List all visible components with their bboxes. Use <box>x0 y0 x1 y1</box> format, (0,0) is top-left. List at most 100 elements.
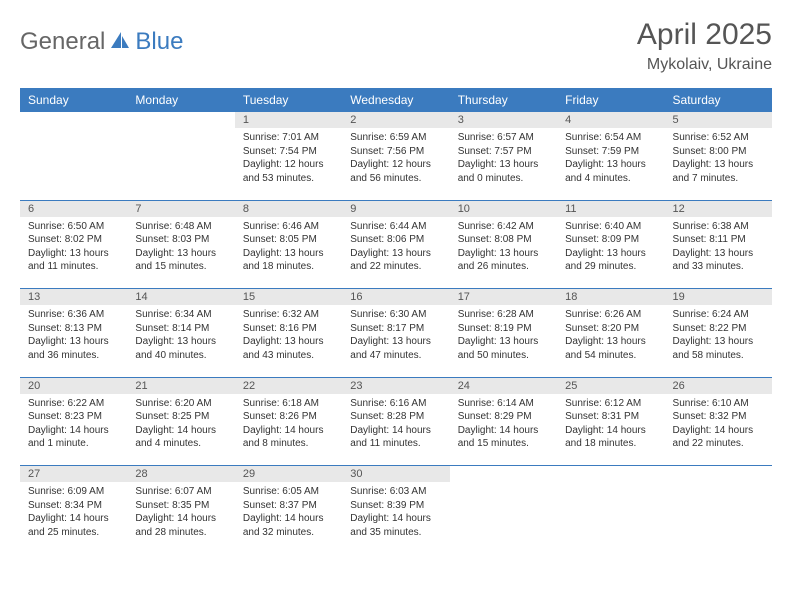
day-content-cell: Sunrise: 6:09 AMSunset: 8:34 PMDaylight:… <box>20 482 127 554</box>
sunrise-line: Sunrise: 6:42 AM <box>458 220 549 234</box>
sunset-line: Sunset: 8:14 PM <box>135 322 226 336</box>
sunrise-line: Sunrise: 6:38 AM <box>673 220 764 234</box>
day-content-cell: Sunrise: 6:30 AMSunset: 8:17 PMDaylight:… <box>342 305 449 377</box>
sunset-line: Sunset: 8:11 PM <box>673 233 764 247</box>
day-content-cell: Sunrise: 6:16 AMSunset: 8:28 PMDaylight:… <box>342 394 449 466</box>
sunset-line: Sunset: 8:29 PM <box>458 410 549 424</box>
sunrise-line: Sunrise: 6:48 AM <box>135 220 226 234</box>
sunrise-line: Sunrise: 6:32 AM <box>243 308 334 322</box>
daylight-line: Daylight: 14 hours and 11 minutes. <box>350 424 441 451</box>
day-number-row: 12345 <box>20 112 772 129</box>
sunset-line: Sunset: 8:39 PM <box>350 499 441 513</box>
day-number-cell: 6 <box>20 200 127 217</box>
sunrise-line: Sunrise: 6:28 AM <box>458 308 549 322</box>
sunset-line: Sunset: 8:09 PM <box>565 233 656 247</box>
day-number-cell: 28 <box>127 466 234 483</box>
day-content-row: Sunrise: 7:01 AMSunset: 7:54 PMDaylight:… <box>20 128 772 200</box>
sunset-line: Sunset: 8:37 PM <box>243 499 334 513</box>
day-content-cell <box>127 128 234 200</box>
day-number-cell <box>20 112 127 129</box>
day-content-cell: Sunrise: 6:54 AMSunset: 7:59 PMDaylight:… <box>557 128 664 200</box>
daylight-line: Daylight: 13 hours and 4 minutes. <box>565 158 656 185</box>
sunset-line: Sunset: 8:08 PM <box>458 233 549 247</box>
day-header: Sunday <box>20 89 127 112</box>
day-content-cell: Sunrise: 6:34 AMSunset: 8:14 PMDaylight:… <box>127 305 234 377</box>
day-content-row: Sunrise: 6:36 AMSunset: 8:13 PMDaylight:… <box>20 305 772 377</box>
day-content-cell: Sunrise: 6:28 AMSunset: 8:19 PMDaylight:… <box>450 305 557 377</box>
sunrise-line: Sunrise: 6:18 AM <box>243 397 334 411</box>
day-number-cell: 21 <box>127 377 234 394</box>
sunrise-line: Sunrise: 6:22 AM <box>28 397 119 411</box>
daylight-line: Daylight: 13 hours and 0 minutes. <box>458 158 549 185</box>
day-content-row: Sunrise: 6:50 AMSunset: 8:02 PMDaylight:… <box>20 217 772 289</box>
sunrise-line: Sunrise: 6:09 AM <box>28 485 119 499</box>
sunset-line: Sunset: 7:59 PM <box>565 145 656 159</box>
daylight-line: Daylight: 14 hours and 15 minutes. <box>458 424 549 451</box>
day-number-cell: 22 <box>235 377 342 394</box>
daylight-line: Daylight: 13 hours and 58 minutes. <box>673 335 764 362</box>
day-number-cell: 24 <box>450 377 557 394</box>
day-number-cell: 27 <box>20 466 127 483</box>
day-header: Tuesday <box>235 89 342 112</box>
sunrise-line: Sunrise: 6:07 AM <box>135 485 226 499</box>
day-content-cell: Sunrise: 6:10 AMSunset: 8:32 PMDaylight:… <box>665 394 772 466</box>
day-number-cell: 23 <box>342 377 449 394</box>
day-content-cell: Sunrise: 6:32 AMSunset: 8:16 PMDaylight:… <box>235 305 342 377</box>
logo: General Blue <box>20 18 183 56</box>
day-number-cell <box>557 466 664 483</box>
sunset-line: Sunset: 8:23 PM <box>28 410 119 424</box>
day-number-cell: 29 <box>235 466 342 483</box>
sunset-line: Sunset: 8:28 PM <box>350 410 441 424</box>
sunset-line: Sunset: 8:22 PM <box>673 322 764 336</box>
day-content-cell: Sunrise: 6:36 AMSunset: 8:13 PMDaylight:… <box>20 305 127 377</box>
logo-text-blue: Blue <box>135 28 183 56</box>
sunset-line: Sunset: 8:34 PM <box>28 499 119 513</box>
day-content-cell <box>20 128 127 200</box>
sunset-line: Sunset: 8:20 PM <box>565 322 656 336</box>
sunset-line: Sunset: 8:32 PM <box>673 410 764 424</box>
sunrise-line: Sunrise: 6:44 AM <box>350 220 441 234</box>
location: Mykolaiv, Ukraine <box>637 56 772 74</box>
daylight-line: Daylight: 13 hours and 40 minutes. <box>135 335 226 362</box>
sunrise-line: Sunrise: 6:36 AM <box>28 308 119 322</box>
daylight-line: Daylight: 13 hours and 50 minutes. <box>458 335 549 362</box>
day-number-cell: 16 <box>342 289 449 306</box>
day-header: Wednesday <box>342 89 449 112</box>
month-title: April 2025 <box>637 18 772 52</box>
day-content-cell: Sunrise: 6:07 AMSunset: 8:35 PMDaylight:… <box>127 482 234 554</box>
daylight-line: Daylight: 12 hours and 56 minutes. <box>350 158 441 185</box>
day-number-cell: 2 <box>342 112 449 129</box>
daylight-line: Daylight: 13 hours and 36 minutes. <box>28 335 119 362</box>
daylight-line: Daylight: 13 hours and 22 minutes. <box>350 247 441 274</box>
day-content-cell: Sunrise: 6:03 AMSunset: 8:39 PMDaylight:… <box>342 482 449 554</box>
sunrise-line: Sunrise: 6:30 AM <box>350 308 441 322</box>
day-content-cell: Sunrise: 6:46 AMSunset: 8:05 PMDaylight:… <box>235 217 342 289</box>
title-block: April 2025 Mykolaiv, Ukraine <box>637 18 772 74</box>
day-content-cell <box>450 482 557 554</box>
sunrise-line: Sunrise: 6:40 AM <box>565 220 656 234</box>
sunset-line: Sunset: 8:03 PM <box>135 233 226 247</box>
day-header-row: Sunday Monday Tuesday Wednesday Thursday… <box>20 89 772 112</box>
sunset-line: Sunset: 8:25 PM <box>135 410 226 424</box>
day-content-cell <box>665 482 772 554</box>
day-number-cell: 17 <box>450 289 557 306</box>
day-content-cell: Sunrise: 6:14 AMSunset: 8:29 PMDaylight:… <box>450 394 557 466</box>
logo-text-general: General <box>20 28 105 56</box>
day-content-cell: Sunrise: 6:42 AMSunset: 8:08 PMDaylight:… <box>450 217 557 289</box>
sunset-line: Sunset: 8:02 PM <box>28 233 119 247</box>
day-content-cell: Sunrise: 7:01 AMSunset: 7:54 PMDaylight:… <box>235 128 342 200</box>
daylight-line: Daylight: 14 hours and 1 minute. <box>28 424 119 451</box>
daylight-line: Daylight: 13 hours and 11 minutes. <box>28 247 119 274</box>
sunrise-line: Sunrise: 6:46 AM <box>243 220 334 234</box>
day-number-cell: 4 <box>557 112 664 129</box>
sunrise-line: Sunrise: 6:16 AM <box>350 397 441 411</box>
day-content-cell <box>557 482 664 554</box>
logo-sail-icon <box>109 30 131 55</box>
day-content-cell: Sunrise: 6:24 AMSunset: 8:22 PMDaylight:… <box>665 305 772 377</box>
day-number-cell: 12 <box>665 200 772 217</box>
sunrise-line: Sunrise: 6:34 AM <box>135 308 226 322</box>
day-content-cell: Sunrise: 6:38 AMSunset: 8:11 PMDaylight:… <box>665 217 772 289</box>
day-number-cell: 10 <box>450 200 557 217</box>
day-content-cell: Sunrise: 6:05 AMSunset: 8:37 PMDaylight:… <box>235 482 342 554</box>
sunset-line: Sunset: 8:13 PM <box>28 322 119 336</box>
